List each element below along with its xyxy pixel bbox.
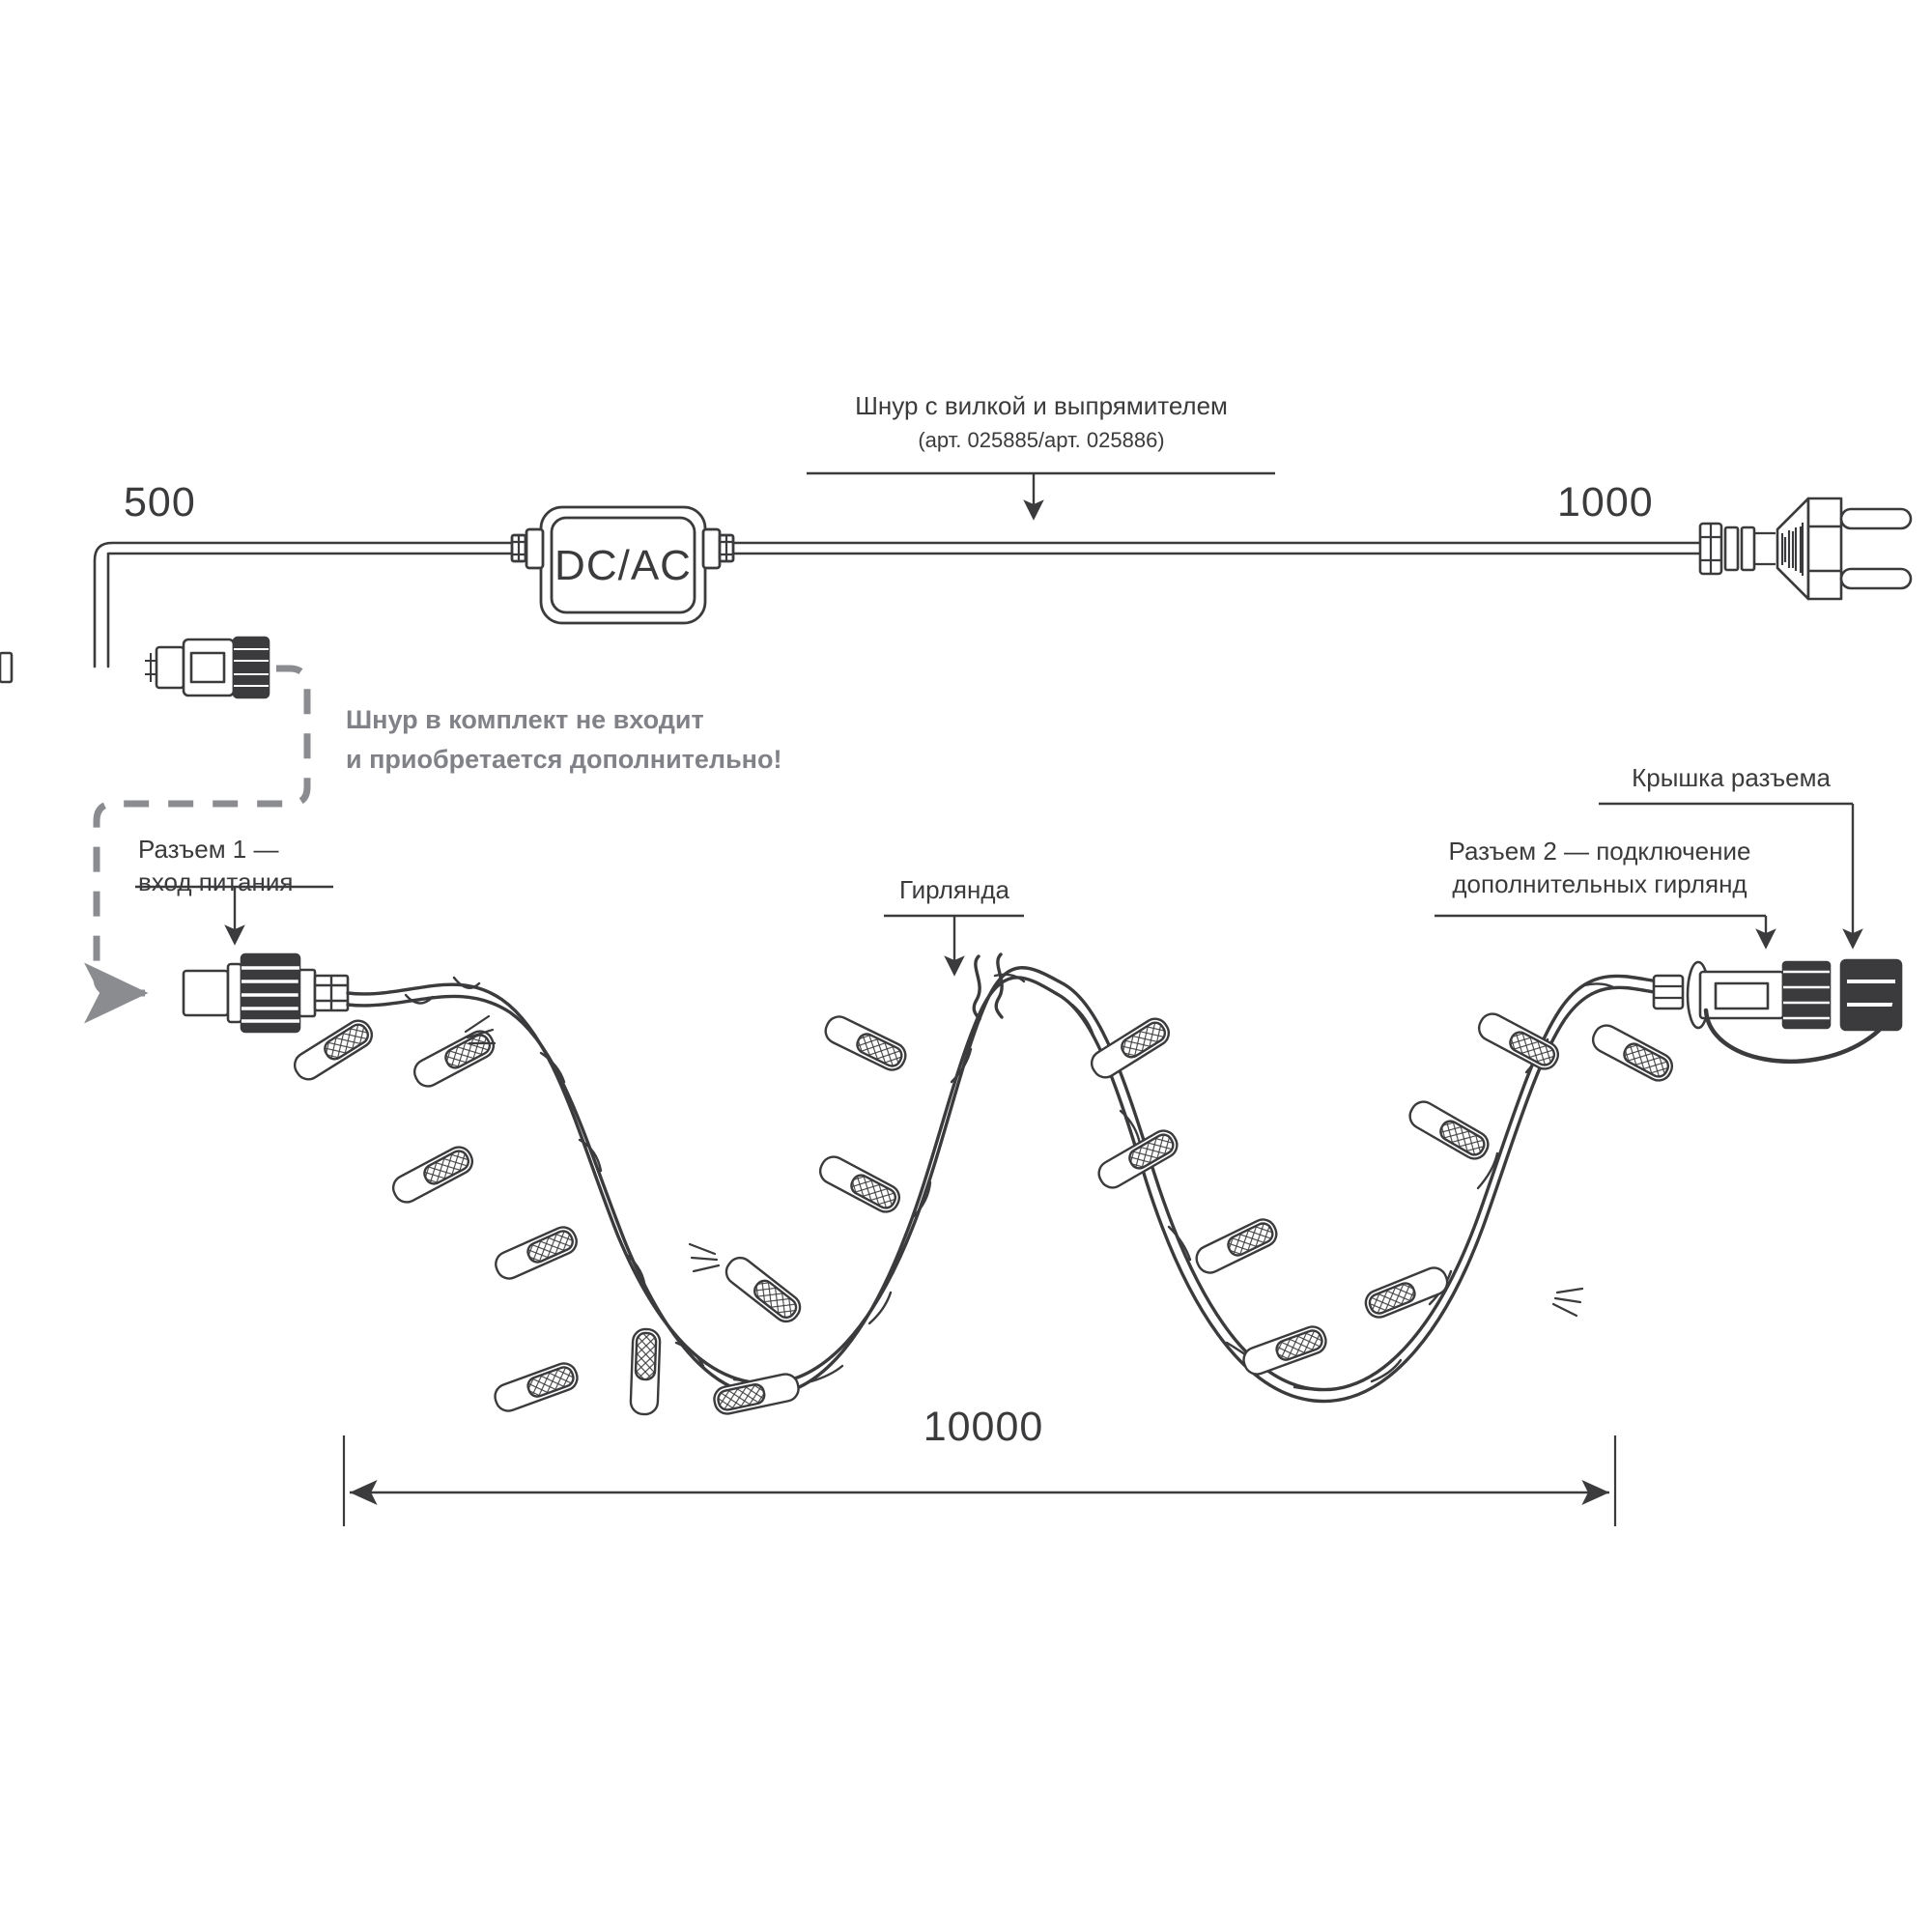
connector-cap-label: Крышка разъема [1632, 763, 1831, 792]
dimension-10000 [342, 1435, 1617, 1526]
connector2-label-line1: Разъем 2 — подключение [1448, 837, 1751, 866]
dimension-500-label: 500 [124, 479, 196, 526]
power-cord-assembly [93, 541, 1702, 668]
garland-input-connector [182, 952, 350, 1034]
converter-label: DC/AC [554, 542, 692, 589]
note-not-included-line2: и приобретается дополнительно! [346, 745, 782, 774]
connector1-label-line1: Разъем 1 — [138, 835, 279, 864]
dc-ac-converter [510, 505, 735, 625]
note-not-included-line1: Шнур в комплект не входит [346, 705, 704, 734]
leader-lines [135, 471, 1863, 977]
garland-wire [346, 966, 1656, 1404]
connector2-label-line2: дополнительных гирлянд [1452, 869, 1747, 898]
garland-output-connector [1652, 958, 1903, 1032]
euro-plug-icon [1698, 497, 1913, 601]
dimension-1000-label: 1000 [1557, 479, 1654, 526]
garland-wire-twists [404, 973, 1615, 1391]
connector1-label-line2: вход питания [138, 867, 294, 896]
power-cord-art-label: (арт. 025885/арт. 025886) [918, 428, 1165, 452]
wire-break-icon [972, 952, 1004, 1021]
dashed-connection-path [84, 665, 311, 1024]
bulb-lead-wires [464, 1014, 1584, 1318]
male-connector-icon [0, 636, 270, 699]
cap-tether [1703, 994, 1898, 1065]
dimension-10000-label: 10000 [923, 1404, 1044, 1450]
power-cord-title-label: Шнур с вилкой и выпрямителем [855, 391, 1228, 420]
led-bulbs [293, 1012, 1674, 1416]
garland-label: Гирлянда [899, 875, 1009, 904]
